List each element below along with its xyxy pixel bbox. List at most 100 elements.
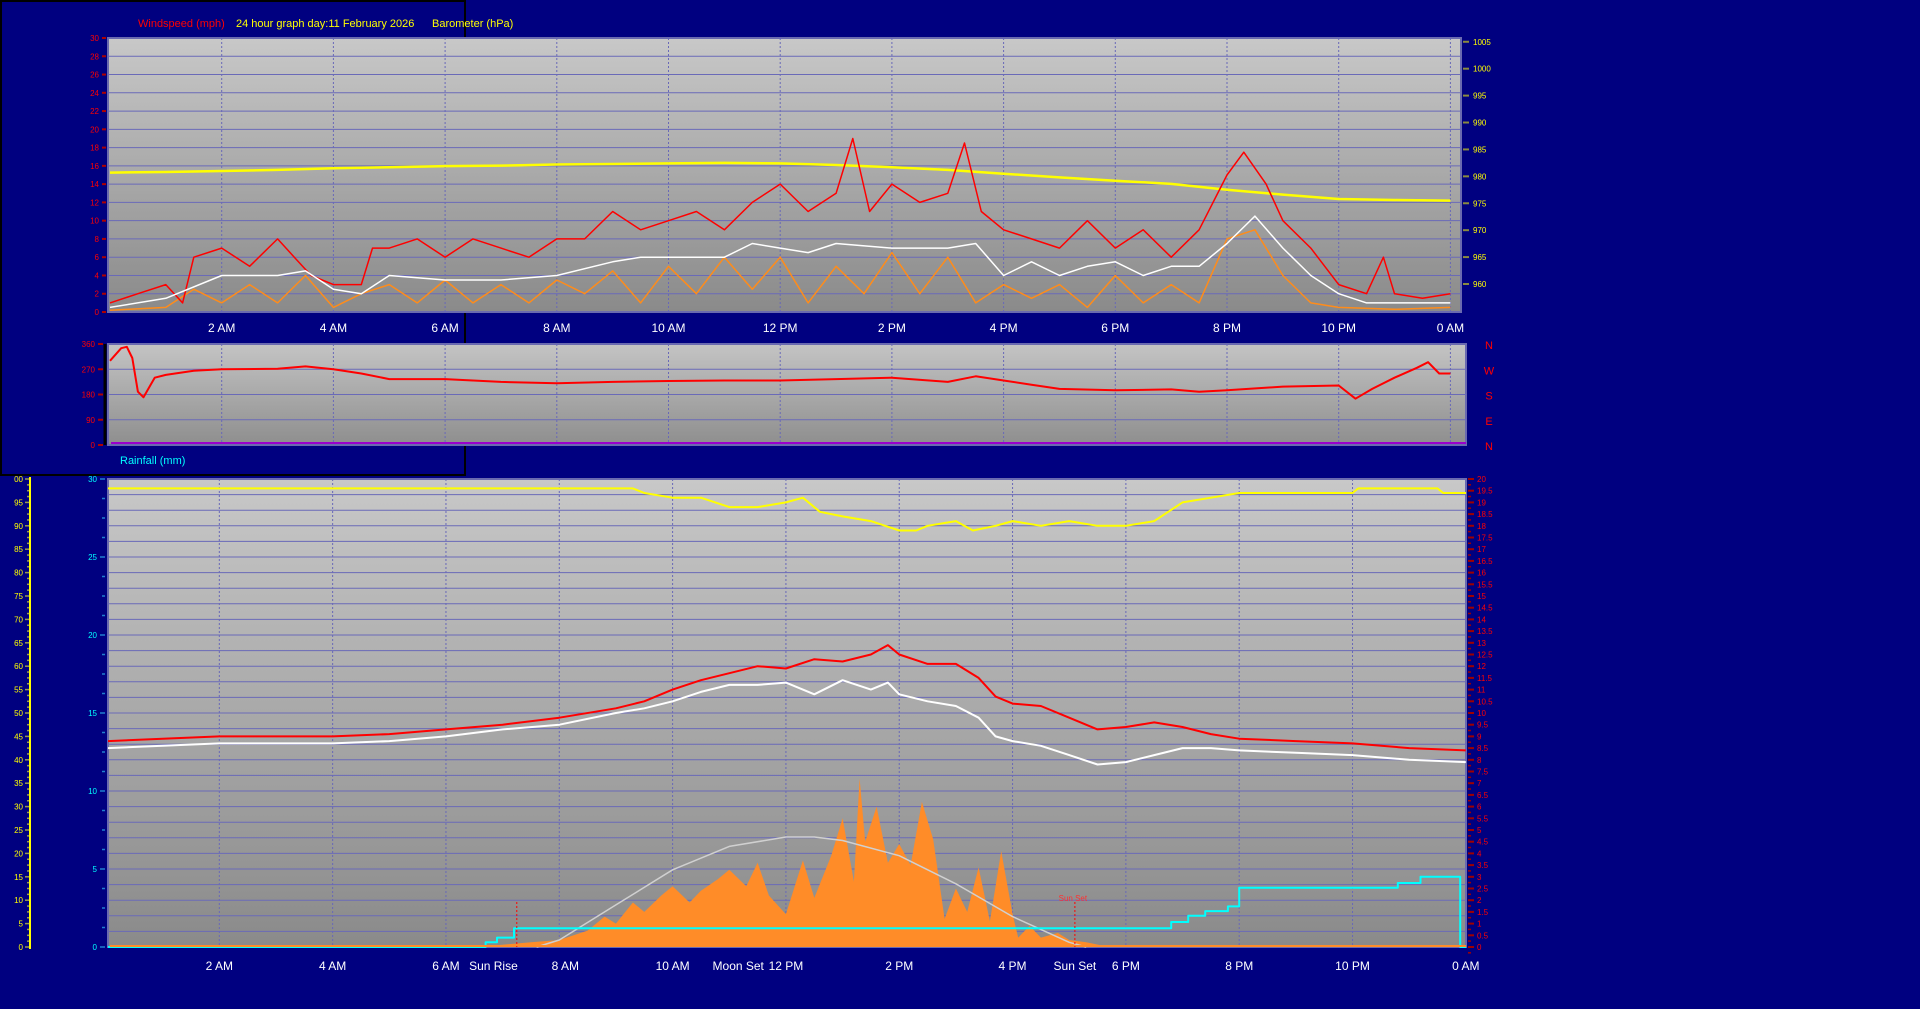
humidity-axis-tick-label: 75 bbox=[14, 592, 23, 601]
humidity-axis-tick-label: 35 bbox=[14, 779, 23, 788]
right-axis-tick-label: 17 bbox=[1477, 545, 1486, 554]
rain-axis-tick-label: 5 bbox=[93, 865, 98, 874]
humidity-axis-tick-label: 80 bbox=[14, 569, 23, 578]
solar-area bbox=[474, 778, 1126, 947]
sunrise-label: Sun Rise bbox=[469, 959, 518, 973]
left-axis-tick-label: 28 bbox=[90, 52, 99, 61]
right-axis-tick-label: 1000 bbox=[1473, 65, 1491, 74]
x-axis-label: 12 PM bbox=[763, 321, 798, 335]
x-axis-label: 0 AM bbox=[1437, 321, 1464, 335]
x-axis-label: 8 AM bbox=[552, 959, 579, 973]
right-axis-tick-label: 13.5 bbox=[1477, 627, 1493, 636]
x-axis-label: 2 PM bbox=[878, 321, 906, 335]
x-axis-label: 10 AM bbox=[656, 959, 690, 973]
right-axis-tick-label: 10 bbox=[1477, 709, 1486, 718]
dewpoint-line bbox=[107, 679, 1466, 766]
right-axis-tick-label: 965 bbox=[1473, 253, 1487, 262]
left-axis-tick-label: 22 bbox=[90, 107, 99, 116]
right-axis-tick-label: 0 bbox=[1477, 943, 1482, 952]
rain-axis-tick-label: 20 bbox=[88, 631, 97, 640]
left-axis-tick-label: 2 bbox=[95, 290, 100, 299]
humidity-axis-tick-label: 50 bbox=[14, 709, 23, 718]
humidity-axis-tick-label: 15 bbox=[14, 873, 23, 882]
compass-label: W bbox=[1484, 365, 1495, 377]
moonset-label: Moon Set bbox=[713, 959, 765, 973]
sun-path-line bbox=[536, 836, 1087, 948]
rain-axis-tick-label: 30 bbox=[88, 475, 97, 484]
right-axis-tick-label: 7 bbox=[1477, 779, 1482, 788]
left-axis-tick-label: 0 bbox=[91, 441, 96, 450]
humidity-axis-tick-label: 5 bbox=[19, 920, 24, 929]
right-axis-tick-label: 7.5 bbox=[1477, 768, 1489, 777]
x-axis-label: 4 PM bbox=[999, 959, 1027, 973]
left-axis-tick-label: 270 bbox=[82, 365, 96, 374]
temperature-line bbox=[107, 644, 1466, 752]
humidity-axis-tick-label: 45 bbox=[14, 732, 23, 741]
left-axis-tick-label: 20 bbox=[90, 125, 99, 134]
right-axis-tick-label: 995 bbox=[1473, 92, 1487, 101]
right-axis-tick-label: 1005 bbox=[1473, 38, 1491, 47]
wind-panel: 0246810121416182022242628309609659709759… bbox=[90, 34, 1491, 335]
barometer-line bbox=[109, 161, 1451, 202]
right-axis-tick-label: 18 bbox=[1477, 522, 1486, 531]
right-axis-tick-label: 5.5 bbox=[1477, 814, 1489, 823]
right-axis-tick-label: 2 bbox=[1477, 896, 1482, 905]
right-axis-tick-label: 15 bbox=[1477, 592, 1486, 601]
right-axis-tick-label: 16.5 bbox=[1477, 557, 1493, 566]
humidity-axis-tick-label: 10 bbox=[14, 896, 23, 905]
right-axis-tick-label: 9.5 bbox=[1477, 721, 1489, 730]
left-axis-tick-label: 14 bbox=[90, 180, 99, 189]
right-axis-tick-label: 12.5 bbox=[1477, 651, 1493, 660]
right-axis-tick-label: 14.5 bbox=[1477, 604, 1493, 613]
left-axis-tick-label: 4 bbox=[95, 271, 100, 280]
right-axis-tick-label: 4 bbox=[1477, 849, 1482, 858]
x-axis-label: 2 AM bbox=[206, 959, 233, 973]
humidity-axis-tick-label: 70 bbox=[14, 615, 23, 624]
right-axis-tick-label: 14 bbox=[1477, 615, 1486, 624]
humidity-axis-tick-label: 65 bbox=[14, 639, 23, 648]
right-axis-tick-label: 13 bbox=[1477, 639, 1486, 648]
right-axis-tick-label: 12 bbox=[1477, 662, 1486, 671]
x-axis-label: 4 PM bbox=[990, 321, 1018, 335]
x-axis-label: 6 PM bbox=[1101, 321, 1129, 335]
left-axis-tick-label: 0 bbox=[95, 308, 100, 317]
right-axis-tick-label: 1 bbox=[1477, 920, 1482, 929]
rainfall-title: Rainfall (mm) bbox=[120, 455, 185, 467]
humidity-axis-tick-label: 60 bbox=[14, 662, 23, 671]
humidity-line bbox=[108, 487, 1466, 532]
humidity-axis-labels: 0 5 10 15 20 25 30 35 40 45 50 55 60 65 70 75 80 85 90 95 10… bbox=[14, 475, 24, 952]
right-axis-tick-label: 970 bbox=[1473, 226, 1487, 235]
right-axis-tick-label: 20 bbox=[1477, 475, 1486, 484]
x-axis-label: 10 PM bbox=[1335, 959, 1370, 973]
right-axis-tick-label: 2.5 bbox=[1477, 885, 1489, 894]
wind-direction-panel: 0 90 180 270 360 N W S E N bbox=[82, 340, 1495, 453]
humidity-axis-tick-label: 25 bbox=[14, 826, 23, 835]
average-speed-line bbox=[109, 215, 1451, 309]
x-axis-label: 0 AM bbox=[1452, 959, 1479, 973]
plot-area bbox=[107, 37, 1462, 313]
rain-axis-tick-label: 10 bbox=[88, 787, 97, 796]
right-axis-tick-label: 11.5 bbox=[1477, 674, 1493, 683]
right-axis-tick-label: 980 bbox=[1473, 172, 1487, 181]
x-axis-label: 6 AM bbox=[432, 959, 459, 973]
humidity-axis-tick-label: 30 bbox=[14, 803, 23, 812]
barometer-title: Barometer (hPa) bbox=[432, 18, 513, 30]
left-axis-tick-label: 90 bbox=[86, 416, 95, 425]
right-axis-tick-label: 5 bbox=[1477, 826, 1482, 835]
rain-axis-tick-label: 25 bbox=[88, 553, 97, 562]
right-axis-tick-label: 990 bbox=[1473, 119, 1487, 128]
humidity-axis-tick-label: 0 bbox=[19, 943, 24, 952]
right-axis-tick-label: 15.5 bbox=[1477, 580, 1493, 589]
graph-title: 24 hour graph day:11 February 2026 bbox=[236, 18, 414, 30]
right-axis-tick-label: 3 bbox=[1477, 873, 1482, 882]
right-axis-tick-label: 4.5 bbox=[1477, 838, 1489, 847]
left-axis-tick-label: 180 bbox=[82, 391, 96, 400]
right-axis-tick-label: 10.5 bbox=[1477, 697, 1493, 706]
sunset-label: Sun Set bbox=[1054, 959, 1097, 973]
x-axis-label: 6 AM bbox=[431, 321, 458, 335]
right-axis-tick-label: 17.5 bbox=[1477, 534, 1493, 543]
right-axis-tick-label: 16 bbox=[1477, 569, 1486, 578]
x-axis-label: 8 PM bbox=[1213, 321, 1241, 335]
x-axis-label: 10 PM bbox=[1321, 321, 1356, 335]
x-axis-label: 2 PM bbox=[885, 959, 913, 973]
